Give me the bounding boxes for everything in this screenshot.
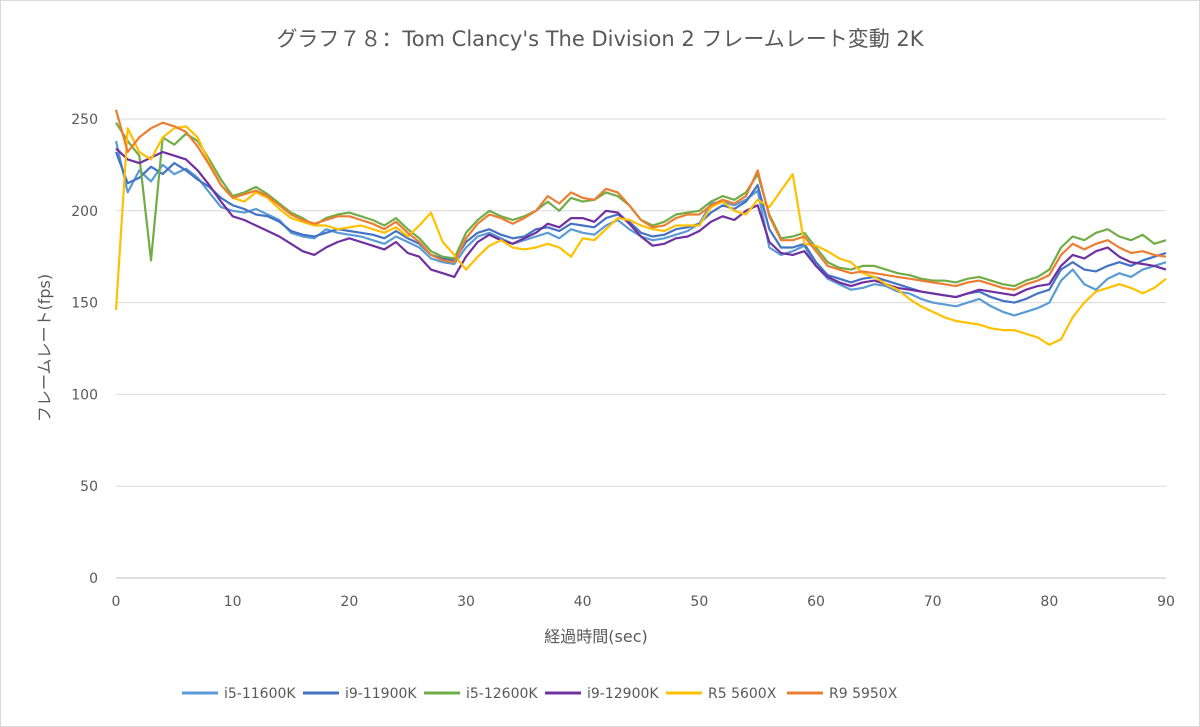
x-tick-10: 10 — [224, 594, 242, 610]
series-lines — [114, 109, 1167, 346]
x-tick-50: 50 — [690, 594, 708, 610]
legend-label: R5 5600X — [708, 686, 777, 702]
x-tick-60: 60 — [807, 594, 825, 610]
y-tick-200: 200 — [71, 204, 98, 220]
x-axis-label: 経過時間(sec) — [544, 627, 647, 646]
y-tick-150: 150 — [71, 296, 98, 312]
y-tick-250: 250 — [71, 112, 98, 128]
series-line-R9 5950X — [114, 109, 1167, 291]
legend-label: R9 5950X — [829, 686, 898, 702]
series-line-R5 5600X — [114, 125, 1167, 346]
y-tick-labels: 0 50 100 150 200 250 — [71, 112, 98, 587]
chart-title: グラフ７８：Tom Clancy's The Division 2 フレームレー… — [276, 27, 924, 51]
legend-label: i9-11900K — [345, 686, 417, 702]
legend: i5-11600K i9-11900K i5-12600K i9-12900K R5 5… — [182, 686, 898, 702]
legend-item-R9 5950X: R9 5950X — [787, 686, 898, 702]
x-tick-80: 80 — [1040, 594, 1058, 610]
legend-item-i9-11900K: i9-11900K — [303, 686, 417, 702]
x-tick-40: 40 — [574, 594, 592, 610]
y-tick-50: 50 — [80, 479, 98, 495]
legend-item-i5-11600K: i5-11600K — [182, 686, 296, 702]
legend-item-i9-12900K: i9-12900K — [545, 686, 659, 702]
x-tick-30: 30 — [457, 594, 475, 610]
legend-label: i5-11600K — [224, 686, 296, 702]
series-line-i9-12900K — [115, 147, 1167, 299]
x-tick-90: 90 — [1157, 594, 1175, 610]
gridlines — [116, 118, 1166, 579]
x-tick-70: 70 — [924, 594, 942, 610]
y-tick-0: 0 — [89, 571, 98, 587]
legend-item-i5-12600K: i5-12600K — [424, 686, 538, 702]
legend-item-R5 5600X: R5 5600X — [666, 686, 777, 702]
y-tick-100: 100 — [71, 387, 98, 403]
series-line-i9-11900K — [114, 151, 1167, 304]
legend-label: i9-12900K — [587, 686, 659, 702]
x-tick-0: 0 — [112, 594, 121, 610]
legend-label: i5-12600K — [466, 686, 538, 702]
x-tick-20: 20 — [340, 594, 358, 610]
y-axis-label: フレームレート(fps) — [35, 274, 54, 422]
x-tick-labels: 0 10 20 30 40 50 60 70 80 90 — [112, 594, 1175, 610]
